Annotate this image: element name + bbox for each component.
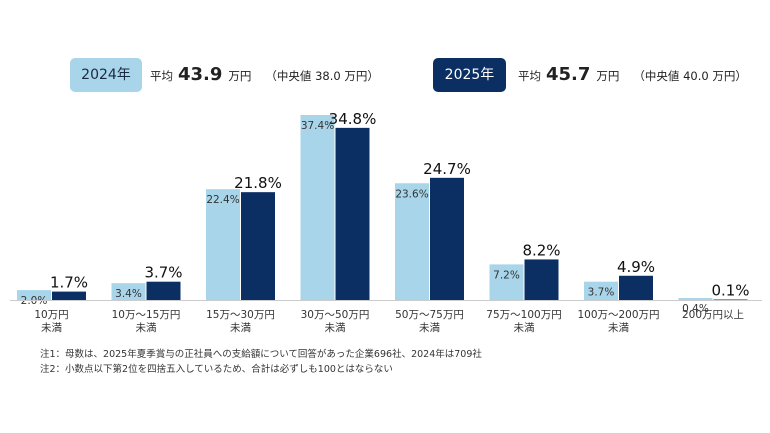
category-label: 30万～50万円: [301, 309, 370, 321]
category-label: 15万～30万円: [206, 309, 275, 321]
bar-2024: [678, 298, 713, 300]
category-label: 未満: [325, 322, 346, 334]
category-label: 10万円: [34, 309, 68, 321]
category-label: 200万円以上: [682, 309, 744, 321]
median-2024: （中央値 38.0 万円）: [265, 69, 379, 83]
bar-chart: 2.0%1.7%10万円未満3.4%3.7%10万～15万円未満22.4%21.…: [10, 110, 762, 334]
data-label-2025: 1.7%: [50, 274, 88, 292]
bar-2025: [335, 127, 370, 300]
data-label-2025: 24.7%: [423, 160, 471, 178]
category-label: 未満: [514, 322, 535, 334]
notes: 注1：母数は、2025年夏季賞与の正社員への支給額について回答があった企業696…: [40, 347, 482, 377]
data-label-2025: 8.2%: [522, 241, 560, 259]
data-label-2024: 22.4%: [206, 194, 239, 206]
legend-summary-2024: 平均 43.9 万円 （中央値 38.0 万円）: [150, 58, 379, 92]
data-label-2024: 0.4%: [682, 303, 709, 315]
bar-2025: [241, 192, 275, 300]
data-label-2024: 3.7%: [588, 287, 615, 299]
data-label-2025: 21.8%: [234, 174, 282, 192]
bar-2024: [300, 115, 335, 300]
avg-unit-2024: 万円: [228, 69, 252, 83]
data-label-2024: 3.4%: [115, 288, 142, 300]
legend: 2024年 平均 43.9 万円 （中央値 38.0 万円） 2025年 平均 45.7…: [0, 0, 770, 100]
note-1: 注1：母数は、2025年夏季賞与の正社員への支給額について回答があった企業696…: [40, 349, 482, 360]
data-label-2024: 7.2%: [493, 269, 520, 281]
bar-2024: [395, 183, 429, 300]
avg-value-2025: 45.7: [546, 64, 591, 85]
category-label: 75万～100万円: [486, 309, 561, 321]
category-label: 未満: [136, 322, 157, 334]
avg-value-2024: 43.9: [178, 64, 223, 85]
median-2025: （中央値 40.0 万円）: [633, 69, 747, 83]
category-label: 100万～200万円: [577, 309, 659, 321]
data-label-2025: 3.7%: [144, 264, 182, 282]
avg-label-2025: 平均: [518, 69, 541, 83]
bar-2025: [430, 177, 464, 300]
bar-2024: [584, 281, 618, 300]
bar-2025: [146, 281, 181, 300]
bar-2024: [206, 189, 240, 300]
bar-2025: [619, 275, 653, 300]
category-label: 未満: [608, 322, 629, 334]
category-label: 10万～15万円: [112, 309, 181, 321]
bar-2024: [17, 290, 51, 300]
avg-label-2024: 平均: [150, 69, 173, 83]
avg-unit-2025: 万円: [596, 69, 620, 83]
data-label-2025: 0.1%: [711, 282, 749, 300]
legend-summary-2025: 平均 45.7 万円 （中央値 40.0 万円）: [518, 58, 747, 92]
bar-2025: [524, 259, 559, 300]
bar-2024: [111, 283, 146, 300]
category-label: 未満: [41, 322, 62, 334]
data-label-2025: 34.8%: [329, 110, 377, 128]
legend-badge-2025: 2025年: [433, 58, 506, 92]
legend-badge-2024: 2024年: [70, 58, 142, 92]
note-2: 注2：小数点以下第2位を四捨五入しているため、合計は必ずしも100とはならない: [40, 364, 393, 375]
bar-2025: [52, 291, 86, 300]
category-label: 未満: [419, 322, 440, 334]
category-label: 50万～75万円: [395, 309, 464, 321]
category-label: 未満: [230, 322, 251, 334]
data-label-2024: 37.4%: [301, 120, 334, 132]
data-label-2025: 4.9%: [617, 258, 655, 276]
data-label-2024: 2.0%: [21, 295, 48, 307]
bar-2024: [489, 264, 524, 300]
data-label-2024: 23.6%: [395, 188, 428, 200]
